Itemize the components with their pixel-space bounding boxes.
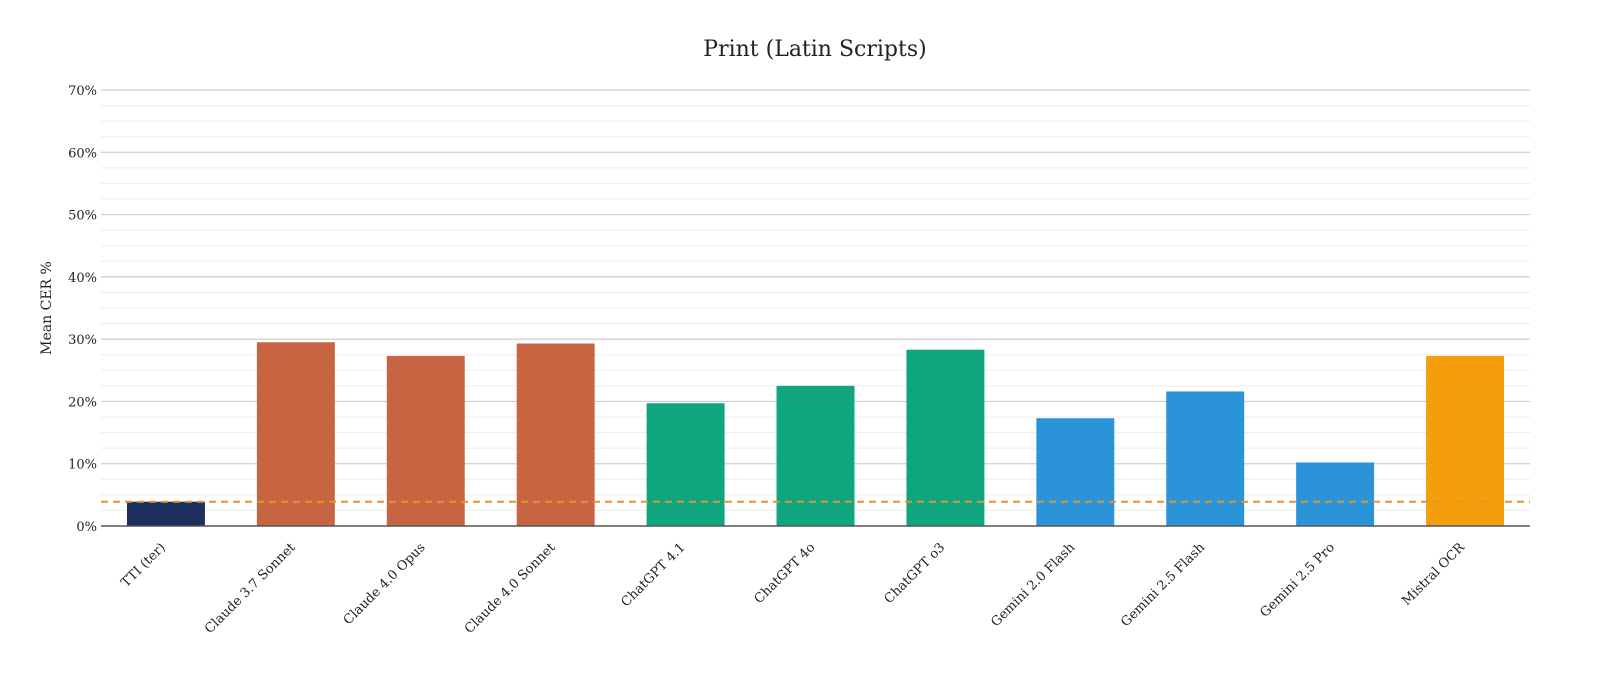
bar	[776, 385, 855, 526]
y-axis-label: Mean CER %	[39, 261, 55, 355]
y-tick-label: 0%	[76, 520, 97, 535]
chart-title: Print (Latin Scripts)	[703, 37, 926, 62]
x-axis-ticks: TTI (ter) Claude 3.7 Sonnet Claude 4.0 Opu…	[118, 539, 1468, 636]
x-tick-label: Claude 4.0 Opus	[341, 540, 429, 628]
bar	[646, 403, 725, 526]
x-tick-label: ChatGPT 4o	[752, 540, 819, 607]
x-tick-label: TTI (ter)	[118, 540, 168, 590]
x-tick-label: Claude 3.7 Sonnet	[202, 540, 299, 637]
x-tick-label: Mistral OCR	[1399, 539, 1468, 608]
y-tick-label: 30%	[68, 333, 97, 348]
y-tick-label: 10%	[68, 458, 97, 473]
bar	[1296, 462, 1375, 526]
bar	[126, 501, 205, 526]
x-tick-label: ChatGPT o3	[882, 540, 949, 607]
y-axis-ticks: 0% 10% 20% 30% 40% 50% 60% 70%	[68, 84, 97, 535]
x-tick-label: Gemini 2.0 Flash	[988, 540, 1078, 630]
gridlines	[101, 89, 1530, 511]
bar	[1036, 418, 1115, 526]
y-tick-label: 60%	[68, 146, 97, 161]
x-tick-label: Gemini 2.5 Flash	[1118, 540, 1208, 630]
y-tick-label: 20%	[68, 395, 97, 410]
bar	[256, 342, 335, 526]
x-tick-label: ChatGPT 4.1	[618, 540, 688, 610]
x-tick-label: Claude 4.0 Sonnet	[462, 540, 559, 637]
bar	[906, 349, 985, 526]
y-tick-label: 50%	[68, 209, 97, 224]
bar	[516, 343, 595, 526]
bar	[1426, 355, 1505, 526]
y-tick-label: 40%	[68, 271, 97, 286]
x-tick-label: Gemini 2.5 Pro	[1257, 540, 1338, 621]
bar	[1166, 391, 1245, 526]
y-tick-label: 70%	[68, 84, 97, 99]
bar	[386, 355, 465, 526]
